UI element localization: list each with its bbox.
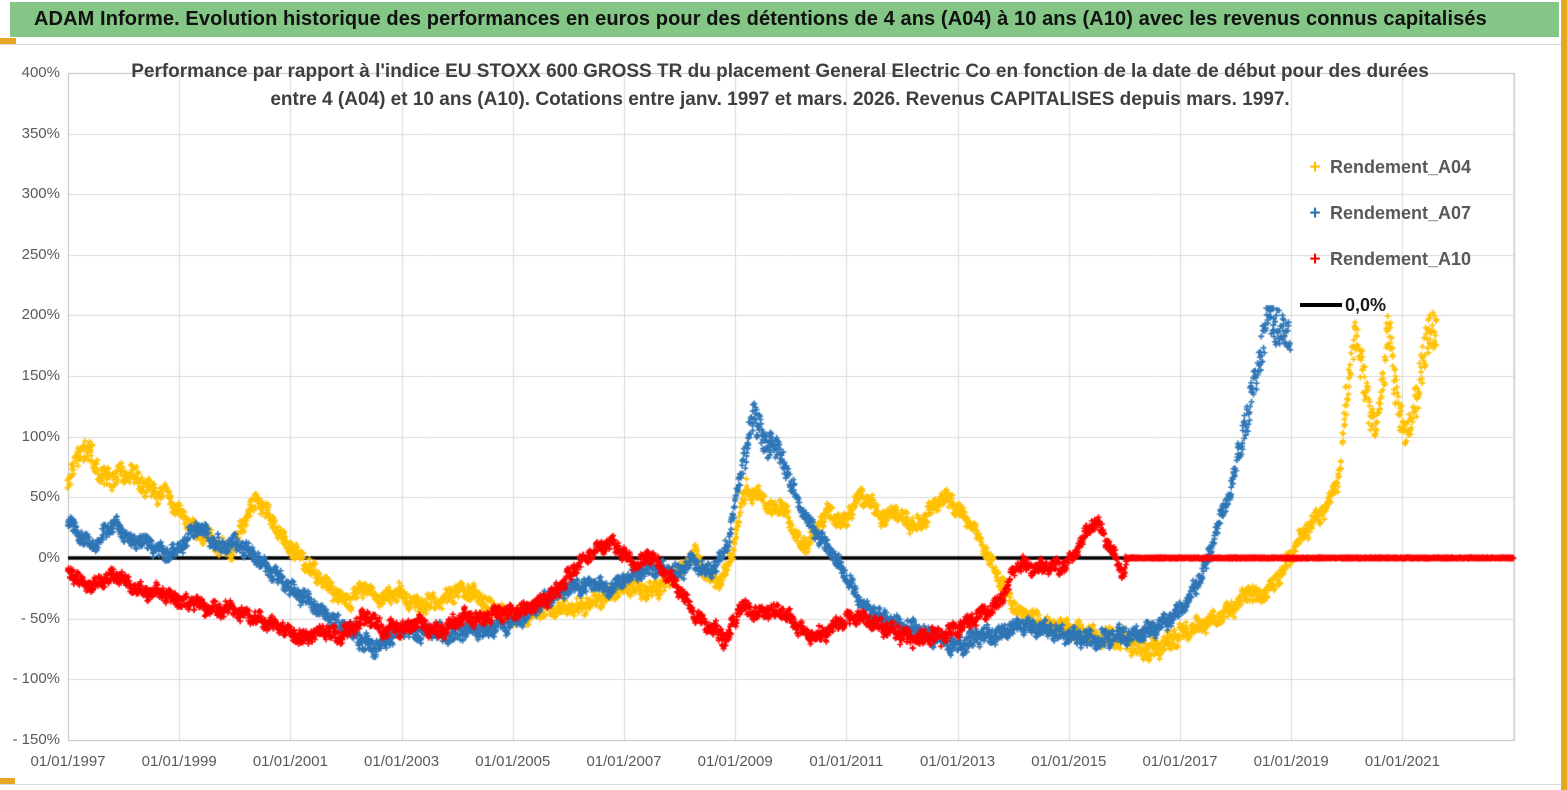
- legend-item-zero-line[interactable]: 0,0%: [1300, 282, 1471, 328]
- x-tick-label: 01/01/2001: [252, 753, 328, 770]
- x-tick-label: 01/01/1999: [141, 753, 217, 770]
- y-tick-label: 50%: [29, 488, 60, 506]
- x-tick-label: 01/01/2007: [586, 753, 662, 770]
- y-tick-label: 350%: [21, 124, 60, 142]
- x-tick-label: 01/01/2017: [1142, 753, 1218, 770]
- gold-border-top-left: [0, 38, 16, 44]
- legend-label: Rendement_A07: [1330, 202, 1472, 223]
- x-tick-label: 01/01/2011: [809, 753, 884, 770]
- sheet-title-text: ADAM Informe. Evolution historique des p…: [34, 8, 1487, 30]
- y-tick-label: 300%: [21, 185, 60, 203]
- legend-label: Rendement_A10: [1330, 248, 1472, 269]
- x-tick-label: 01/01/2003: [364, 753, 440, 770]
- legend-plus-marker-icon: +: [1309, 202, 1321, 224]
- y-tick-label: 100%: [21, 427, 60, 445]
- chart-legend: + Rendement_A04 + Rendement_A07 + Rendement_A…: [1300, 144, 1471, 328]
- gold-border-bottom-left: [0, 778, 15, 784]
- y-tick-label: 150%: [21, 367, 60, 385]
- legend-label: 0,0%: [1345, 294, 1387, 315]
- legend-label: Rendement_A04: [1330, 156, 1472, 177]
- legend-plus-marker-icon: +: [1309, 156, 1321, 178]
- y-tick-label: - 150%: [12, 730, 60, 748]
- chart-title-line2: entre 4 (A04) et 10 ans (A10). Cotations…: [270, 89, 1290, 110]
- y-tick-label: - 100%: [12, 670, 60, 688]
- legend-zero-line-sample: [1300, 303, 1342, 307]
- gold-border-right: [1561, 0, 1567, 790]
- x-tick-label: 01/01/2019: [1253, 753, 1329, 770]
- y-tick-label: 250%: [21, 245, 60, 263]
- header-divider-line: [0, 44, 1561, 45]
- legend-item-Rendement_A07[interactable]: + Rendement_A07: [1300, 190, 1471, 236]
- y-tick-label: 200%: [21, 306, 60, 324]
- x-tick-label: 01/01/2015: [1031, 753, 1107, 770]
- x-tick-label: 01/01/1997: [30, 753, 106, 770]
- y-tick-label: 0%: [38, 549, 60, 566]
- x-tick-label: 01/01/2005: [475, 753, 551, 770]
- x-tick-label: 01/01/2013: [920, 753, 996, 770]
- y-tick-label: - 50%: [20, 609, 60, 627]
- legend-item-Rendement_A10[interactable]: + Rendement_A10: [1300, 236, 1471, 282]
- x-tick-label: 01/01/2009: [697, 753, 773, 770]
- legend-plus-marker-icon: +: [1309, 248, 1321, 270]
- x-tick-label: 01/01/2021: [1364, 753, 1440, 770]
- bottom-divider-line: [0, 784, 1561, 785]
- sheet-title-bar[interactable]: ADAM Informe. Evolution historique des p…: [10, 2, 1559, 37]
- chart-title-line1: Performance par rapport à l'indice EU ST…: [131, 61, 1429, 82]
- legend-item-Rendement_A04[interactable]: + Rendement_A04: [1300, 144, 1471, 190]
- y-tick-label: 400%: [21, 63, 60, 81]
